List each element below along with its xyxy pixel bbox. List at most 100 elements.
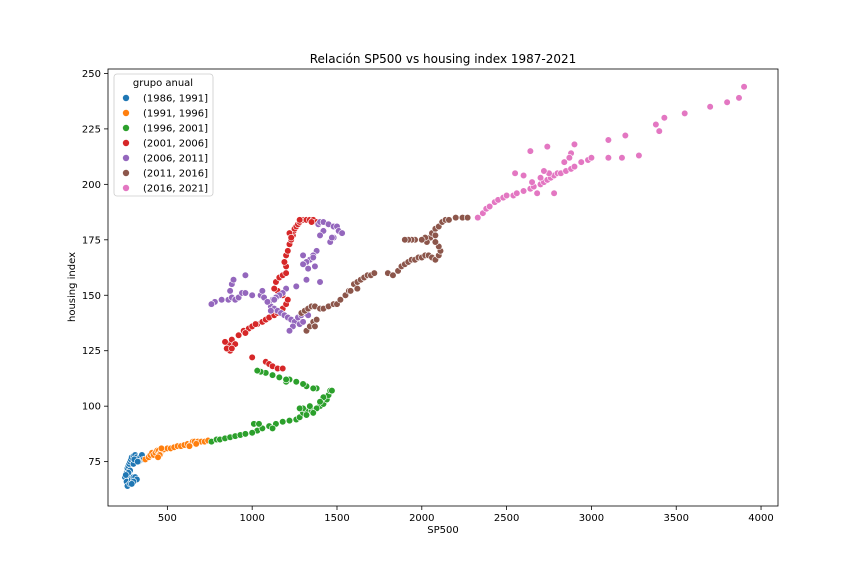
y-tick-label: 150 [82, 291, 101, 302]
data-point-series-7 [740, 83, 748, 91]
data-point-series-5 [241, 271, 249, 279]
data-point-series-5 [207, 300, 216, 308]
legend-title: grupo anual [133, 78, 193, 89]
data-point-series-7 [503, 191, 511, 200]
data-point-series-3 [255, 420, 263, 428]
data-point-series-7 [655, 127, 663, 135]
data-point-series-5 [248, 291, 256, 299]
data-point-series-4 [279, 364, 287, 373]
legend-box [113, 73, 214, 197]
legend-label: (2011, 2016] [143, 169, 208, 180]
data-point-series-1 [134, 458, 142, 466]
data-point-series-5 [302, 276, 311, 284]
data-point-series-3 [306, 402, 314, 410]
data-point-series-2 [157, 444, 166, 452]
data-point-series-2 [185, 442, 194, 450]
data-point-series-3 [309, 384, 317, 393]
data-point-series-3 [302, 411, 311, 419]
data-point-series-5 [299, 318, 307, 326]
legend-label: (1986, 1991] [143, 94, 208, 105]
data-point-series-6 [401, 236, 409, 244]
data-point-series-5 [316, 278, 324, 286]
data-point-series-5 [309, 253, 317, 262]
data-point-series-7 [486, 202, 494, 211]
x-tick-label: 1000 [239, 513, 264, 524]
x-tick-label: 1500 [324, 513, 349, 524]
data-point-series-1 [122, 471, 130, 479]
legend-label: (2001, 2006] [143, 139, 208, 150]
data-point-series-6 [346, 287, 355, 295]
y-tick-label: 75 [88, 457, 101, 468]
legend-marker [122, 139, 130, 147]
data-point-series-3 [285, 416, 294, 425]
data-point-series-1 [128, 480, 136, 488]
data-point-series-7 [519, 171, 528, 180]
data-point-series-7 [652, 120, 660, 129]
data-point-series-7 [621, 131, 629, 140]
data-point-series-7 [474, 214, 482, 222]
data-point-series-6 [370, 269, 378, 277]
data-point-series-6 [445, 216, 453, 224]
data-point-series-4 [241, 329, 249, 337]
data-point-series-7 [565, 154, 573, 162]
x-tick-label: 500 [158, 513, 177, 524]
x-tick-label: 4000 [748, 513, 773, 524]
legend-label: (1991, 1996] [143, 109, 208, 120]
data-points [121, 83, 748, 490]
chart-title: Relación SP500 vs housing index 1987-202… [310, 52, 577, 66]
y-tick-label: 175 [82, 235, 101, 246]
legend-marker [122, 184, 130, 192]
legend-marker [122, 169, 130, 177]
data-point-series-6 [336, 296, 344, 304]
data-point-series-3 [268, 424, 277, 432]
data-point-series-6 [311, 322, 319, 330]
data-point-series-7 [513, 189, 521, 197]
data-point-series-6 [463, 214, 472, 222]
plot-area-frame [107, 68, 779, 507]
x-tick-label: 3000 [579, 513, 604, 524]
data-point-series-3 [268, 371, 277, 379]
data-point-series-4 [251, 320, 260, 328]
data-point-series-5 [226, 287, 234, 295]
y-tick-label: 100 [82, 402, 101, 413]
data-point-series-7 [681, 109, 689, 117]
data-point-series-5 [263, 298, 272, 306]
data-point-series-3 [328, 387, 336, 395]
data-point-series-4 [280, 258, 289, 266]
legend-marker [122, 109, 130, 117]
data-point-series-4 [282, 269, 290, 277]
data-point-series-7 [550, 189, 558, 197]
data-point-series-7 [660, 114, 668, 122]
data-point-series-4 [284, 296, 292, 304]
data-point-series-7 [511, 169, 519, 177]
legend-label: (2016, 2021] [143, 184, 208, 195]
data-point-series-4 [307, 218, 316, 226]
data-point-series-4 [221, 338, 229, 346]
x-axis: 500 1000 1500 2000 2500 3000 3500 4000 [158, 506, 774, 524]
data-point-series-4 [228, 344, 236, 353]
data-point-series-7 [587, 154, 596, 162]
data-point-series-5 [241, 289, 249, 297]
data-point-series-7 [526, 147, 534, 155]
data-point-series-6 [353, 285, 361, 293]
data-point-series-7 [519, 187, 528, 195]
data-point-series-5 [292, 282, 300, 290]
data-point-series-3 [275, 373, 283, 381]
legend-label: (1996, 2001] [143, 124, 208, 135]
data-point-series-3 [253, 367, 261, 375]
data-point-series-7 [735, 94, 743, 102]
data-point-series-5 [316, 231, 324, 239]
data-point-series-7 [635, 151, 643, 160]
data-point-series-6 [389, 271, 397, 279]
data-point-series-7 [540, 167, 548, 175]
data-point-series-3 [299, 380, 307, 388]
data-point-series-6 [418, 236, 426, 244]
data-point-series-7 [528, 178, 536, 186]
data-point-series-5 [328, 233, 336, 242]
data-point-series-4 [287, 233, 295, 242]
data-point-series-7 [533, 189, 541, 197]
y-tick-label: 250 [82, 69, 101, 80]
legend-marker [122, 154, 130, 162]
x-tick-label: 3500 [664, 513, 689, 524]
